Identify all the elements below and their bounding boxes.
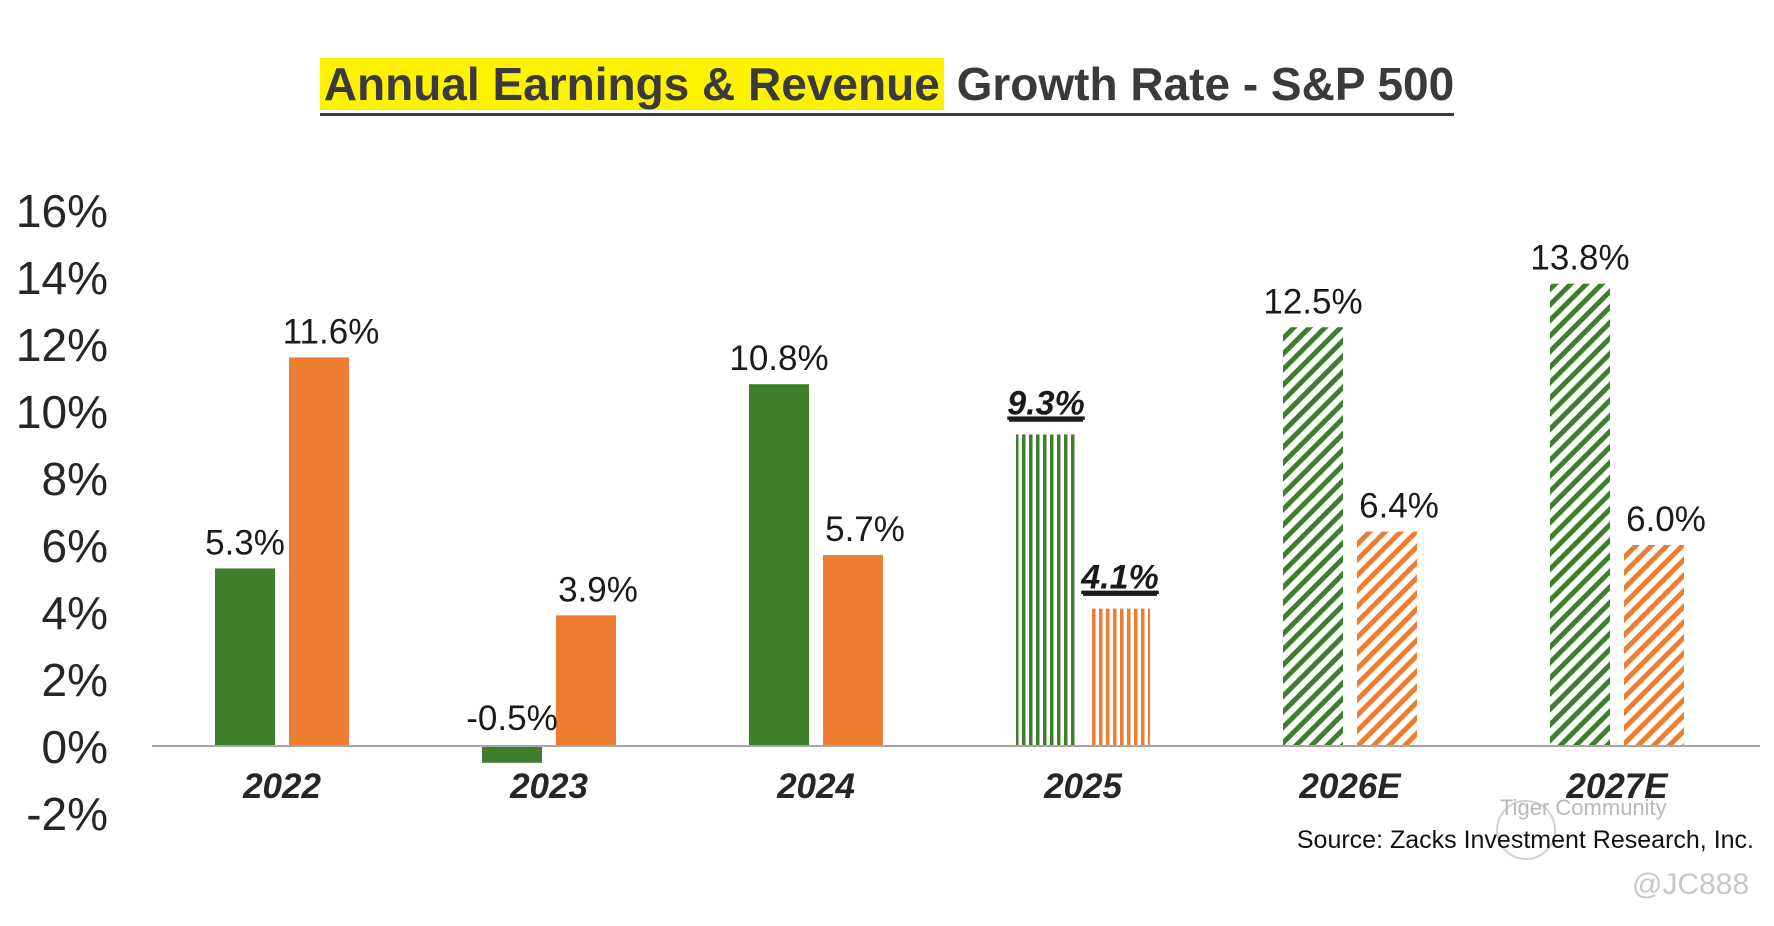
watermark-community: Tiger Community: [1500, 795, 1667, 820]
bar-value-label: 5.7%: [825, 510, 905, 549]
chart-title-rest: Growth Rate - S&P 500: [956, 58, 1455, 110]
x-category-label: 2025: [1043, 767, 1122, 806]
x-category-label: 2022: [242, 767, 321, 806]
bar-value-label: 3.9%: [558, 570, 638, 609]
y-tick-label: -2%: [26, 788, 108, 840]
y-tick-label: 14%: [16, 252, 108, 304]
bar-earnings-2026E: [1283, 327, 1343, 746]
x-category-label: 2024: [776, 767, 855, 806]
bar-value-label: 9.3%: [1007, 384, 1085, 422]
bar-value-label: 11.6%: [283, 312, 380, 351]
bar-value-label: 4.1%: [1080, 559, 1159, 597]
bar-value-label: 12.5%: [1263, 282, 1362, 321]
chart-title-highlighted: Annual Earnings & Revenue: [319, 58, 944, 110]
watermark-handle: @JC888: [1632, 868, 1750, 901]
bar-earnings-2027E: [1550, 283, 1610, 746]
bar-revenue-2025: [1090, 608, 1150, 746]
bar-earnings-2022: [215, 568, 275, 746]
y-tick-label: 6%: [42, 520, 108, 572]
bar-value-label: -0.5%: [466, 699, 557, 738]
bar-labels: 5.3% 11.6% -0.5% 3.9% 10.8% 5.7% 9.3% 4.1% 12.5%…: [205, 239, 1706, 738]
watermark-logo-icon: [1496, 800, 1556, 860]
x-category-label: 2027E: [1565, 767, 1669, 806]
y-tick-label: 12%: [16, 319, 108, 371]
y-tick-label: 10%: [16, 386, 108, 438]
chart-title-wrap: Annual Earnings & Revenue Growth Rate - …: [0, 58, 1774, 116]
bars: [215, 283, 1684, 763]
chart-title: Annual Earnings & Revenue Growth Rate - …: [319, 58, 1455, 116]
bar-revenue-2024: [823, 555, 883, 746]
bar-value-label: 6.0%: [1626, 500, 1706, 539]
x-category-label: 2023: [509, 767, 588, 806]
bar-value-label: 10.8%: [729, 339, 828, 378]
bar-value-label: 6.4%: [1359, 487, 1439, 526]
y-tick-label: 4%: [42, 587, 108, 639]
x-axis: 2022 2023 2024 2025 2026E 2027E: [152, 745, 1760, 806]
y-tick-label: 2%: [42, 654, 108, 706]
bar-earnings-2024: [749, 384, 809, 746]
y-tick-label: 16%: [16, 185, 108, 237]
bar-revenue-2027E: [1624, 545, 1684, 746]
bar-revenue-2026E: [1357, 531, 1417, 746]
bar-value-label: 13.8%: [1530, 239, 1629, 278]
y-tick-label: 8%: [42, 453, 108, 505]
y-tick-label: 0%: [42, 721, 108, 773]
y-axis: -2% 0% 2% 4% 6% 8% 10% 12% 14% 16%: [16, 185, 108, 840]
x-category-label: 2026E: [1298, 767, 1402, 806]
bar-value-label: 5.3%: [205, 523, 285, 562]
bar-earnings-2023: [482, 746, 542, 763]
chart-source: Source: Zacks Investment Research, Inc.: [1296, 826, 1754, 854]
bar-revenue-2022: [289, 357, 349, 746]
bar-earnings-2025: [1016, 434, 1076, 746]
bar-revenue-2023: [556, 615, 616, 746]
